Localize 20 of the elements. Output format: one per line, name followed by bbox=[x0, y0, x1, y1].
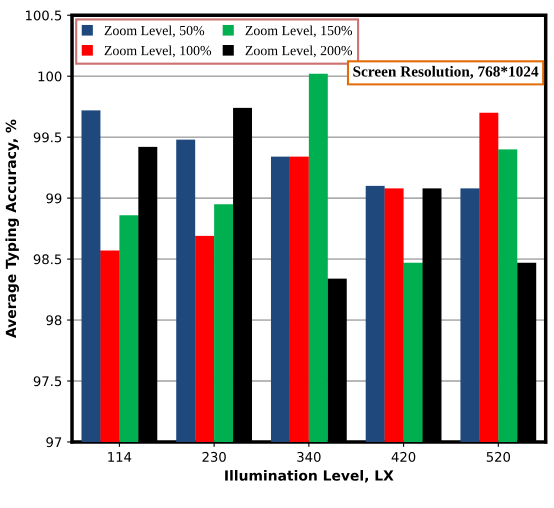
x-tick-label: 230 bbox=[202, 452, 226, 462]
y-tick-label: 100 bbox=[38, 71, 62, 82]
x-tick-label: 340 bbox=[297, 452, 321, 462]
x-axis-title: Illumination Level, LX bbox=[225, 470, 394, 483]
y-axis-title: Average Typing Accuracy, % bbox=[5, 120, 19, 338]
legend-label: Zoom Level, 150% bbox=[246, 25, 352, 38]
y-tick-label: 98.5 bbox=[34, 254, 62, 264]
x-tick-label: 520 bbox=[486, 452, 510, 462]
y-tick-label: 99 bbox=[46, 193, 62, 204]
y-tick-label: 98 bbox=[46, 315, 62, 326]
annotation: Screen Resolution, 768*1024 bbox=[353, 66, 538, 79]
y-tick-label: 99.5 bbox=[34, 132, 62, 142]
legend-label: Zoom Level, 200% bbox=[246, 46, 352, 58]
y-tick-label: 100.5 bbox=[26, 10, 62, 20]
legend-label: Zoom Level, 50% bbox=[104, 25, 204, 38]
x-tick-label: 114 bbox=[108, 452, 132, 462]
y-tick-label: 97.5 bbox=[34, 376, 62, 386]
x-tick-label: 420 bbox=[392, 452, 416, 462]
y-tick-label: 97 bbox=[46, 437, 62, 448]
legend-label: Zoom Level, 100% bbox=[104, 46, 212, 58]
